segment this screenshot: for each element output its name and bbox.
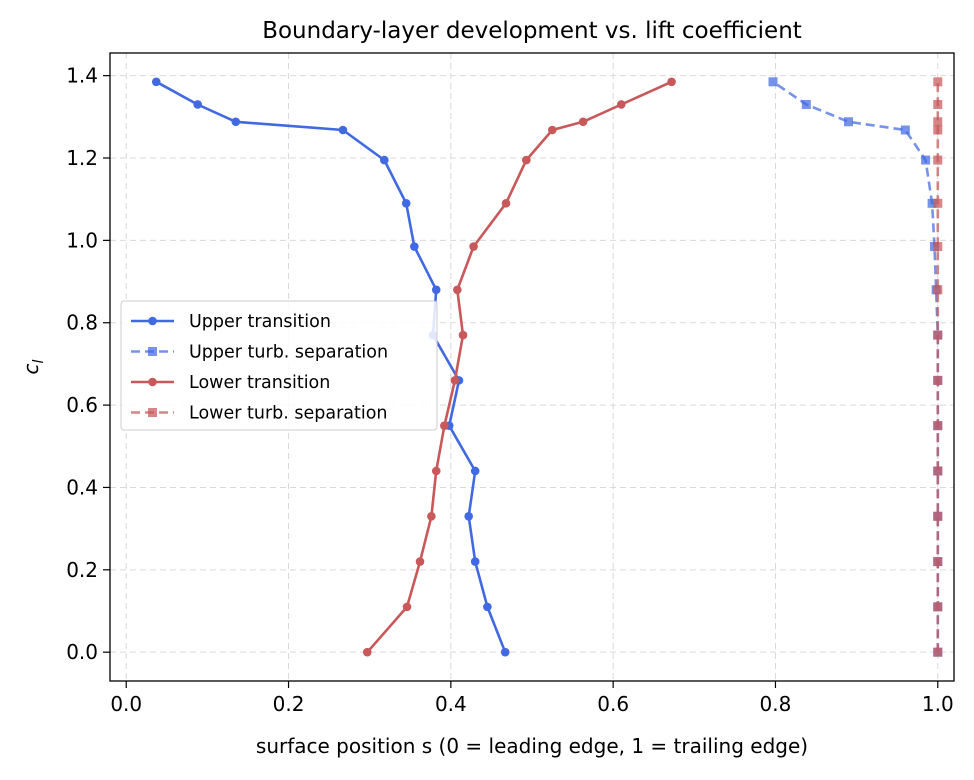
data-point-lower-turb-separation: [933, 511, 943, 521]
data-point-upper-turb-separation: [927, 198, 937, 208]
legend-swatch-marker: [148, 316, 157, 326]
y-tick-label: 0.4: [66, 475, 98, 499]
data-point-upper-turb-separation: [921, 155, 931, 165]
legend-items: Upper transition Upper turb. separation Lo…: [131, 312, 388, 424]
plot-frame: [109, 52, 955, 682]
data-point-lower-turb-separation: [933, 117, 943, 127]
y-tick-label: 0.0: [66, 640, 98, 664]
legend-item-lower-turb-separation: Lower turb. separation: [131, 404, 388, 424]
data-point-lower-transition: [458, 330, 468, 340]
y-axis-title-subscript: l: [31, 359, 47, 363]
y-tick-label: 0.2: [66, 558, 98, 582]
x-tick-label: 0.2: [273, 692, 305, 716]
x-tick-label: 0.8: [760, 692, 792, 716]
series-lower-turb-separation: [933, 77, 943, 657]
x-tick-label: 1.0: [922, 692, 954, 716]
data-point-lower-transition: [578, 117, 588, 127]
x-tick-label: 0.0: [110, 692, 142, 716]
data-point-upper-transition: [151, 77, 161, 87]
data-point-lower-turb-separation: [933, 330, 943, 340]
legend-swatch-marker: [148, 408, 157, 417]
data-point-lower-transition: [667, 77, 676, 87]
data-point-lower-transition: [547, 125, 557, 135]
data-point-lower-turb-separation: [933, 155, 943, 165]
data-point-upper-turb-separation: [900, 125, 910, 135]
data-point-lower-turb-separation: [933, 557, 943, 567]
data-point-lower-transition: [501, 199, 511, 208]
legend-swatch-marker: [148, 347, 157, 356]
data-point-lower-transition: [469, 242, 478, 251]
data-point-upper-transition: [500, 647, 510, 657]
data-point-lower-turb-separation: [933, 99, 943, 109]
data-point-upper-transition: [483, 602, 492, 612]
legend-item-upper-turb-separation: Upper turb. separation: [131, 343, 388, 363]
data-point-upper-transition: [464, 511, 474, 521]
data-point-upper-transition: [470, 557, 480, 566]
data-point-lower-turb-separation: [933, 242, 943, 252]
y-tick-label: 1.0: [66, 228, 98, 252]
data-point-lower-transition: [453, 285, 462, 295]
y-tick-label: 0.8: [66, 311, 98, 335]
legend-item-lower-transition: Lower transition: [131, 373, 330, 393]
data-point-upper-transition: [410, 242, 419, 251]
data-point-lower-turb-separation: [933, 285, 943, 295]
data-point-lower-transition: [450, 376, 460, 385]
y-tick-label: 1.4: [66, 64, 98, 88]
data-point-upper-transition: [193, 100, 202, 109]
y-axis-title-main: c: [19, 363, 43, 374]
legend-item-upper-transition: Upper transition: [131, 312, 331, 332]
legend-label: Lower turb. separation: [189, 404, 388, 424]
data-point-upper-turb-separation: [801, 99, 811, 109]
legend-swatch-marker: [148, 377, 157, 387]
y-tick-label: 1.2: [66, 146, 98, 170]
data-point-lower-transition: [616, 100, 626, 109]
y-tick-label: 0.6: [66, 393, 98, 417]
x-tick-label: 0.4: [435, 692, 467, 716]
data-point-upper-transition: [470, 466, 480, 476]
data-point-lower-turb-separation: [933, 647, 943, 657]
legend-label: Upper transition: [189, 312, 331, 332]
y-axis-title: cl: [19, 359, 47, 374]
legend-label: Lower transition: [189, 373, 330, 393]
legend: Upper transition Upper turb. separation Lo…: [120, 300, 438, 431]
x-tick-label: 0.6: [597, 692, 629, 716]
legend-frame: [120, 300, 438, 431]
data-point-lower-transition: [427, 511, 436, 521]
data-point-lower-turb-separation: [933, 602, 943, 612]
data-point-lower-transition: [362, 647, 372, 657]
tick-layer: 0.0 0.2 0.4 0.6 0.8 1.0 0.0 0.2 0.4 0.6 0.8 1.0 1.2 1…: [66, 64, 953, 716]
series-lower-transition: [362, 77, 676, 657]
data-point-lower-turb-separation: [933, 421, 943, 431]
data-point-lower-transition: [440, 421, 449, 430]
data-point-upper-transition: [338, 125, 348, 135]
data-point-lower-transition: [402, 602, 412, 612]
legend-label: Upper turb. separation: [189, 343, 388, 363]
data-point-upper-transition: [380, 155, 389, 165]
data-point-lower-turb-separation: [933, 375, 943, 385]
chart-title: Boundary-layer development vs. lift coef…: [262, 18, 802, 44]
data-point-upper-turb-separation: [844, 117, 853, 127]
data-point-lower-turb-separation: [933, 198, 943, 208]
data-point-lower-transition: [522, 155, 531, 165]
data-point-upper-turb-separation: [768, 77, 778, 87]
x-axis-title: surface position s (0 = leading edge, 1 …: [256, 734, 808, 758]
data-point-lower-transition: [415, 557, 425, 566]
data-point-lower-transition: [431, 466, 441, 476]
data-point-lower-turb-separation: [933, 77, 943, 87]
data-point-upper-transition: [401, 199, 411, 208]
data-point-lower-turb-separation: [933, 125, 943, 135]
data-point-upper-transition: [431, 285, 441, 295]
data-point-lower-turb-separation: [933, 466, 943, 476]
data-point-upper-transition: [231, 117, 241, 127]
series-line-lower-transition: [366, 80, 673, 654]
